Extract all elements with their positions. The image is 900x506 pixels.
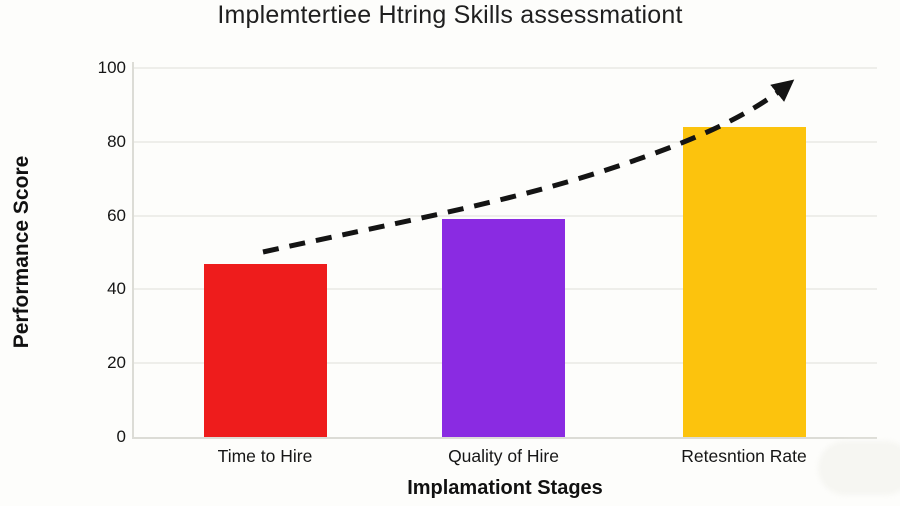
y-tick-label-0: 0 [116,427,126,446]
x-tick-label-quality-of-hire: Quality of Hire [448,446,559,466]
y-axis-label: Performance Score [10,155,33,349]
x-tick-label-time-to-hire: Time to Hire [217,446,313,466]
gridline-y-100 [134,67,877,69]
watermark-blob [818,441,900,495]
bar-quality-of-hire [442,219,565,437]
y-tick-label-100: 100 [97,58,126,77]
x-tick-label-retesntion-rate: Retesntion Rate [681,446,807,466]
y-tick-label-60: 60 [107,205,126,225]
x-axis-line [132,437,877,439]
bar-retesntion-rate [682,127,806,437]
chart-title: Implemtertiee Htring Skills assessmation… [217,1,683,29]
x-axis-title: Implamationt Stages [407,477,603,499]
y-tick-label-40: 40 [107,279,126,299]
y-tick-label-20: 20 [107,353,126,373]
bar-time-to-hire [203,263,327,437]
y-tick-label-80: 80 [107,131,126,151]
y-axis-line [132,62,134,438]
